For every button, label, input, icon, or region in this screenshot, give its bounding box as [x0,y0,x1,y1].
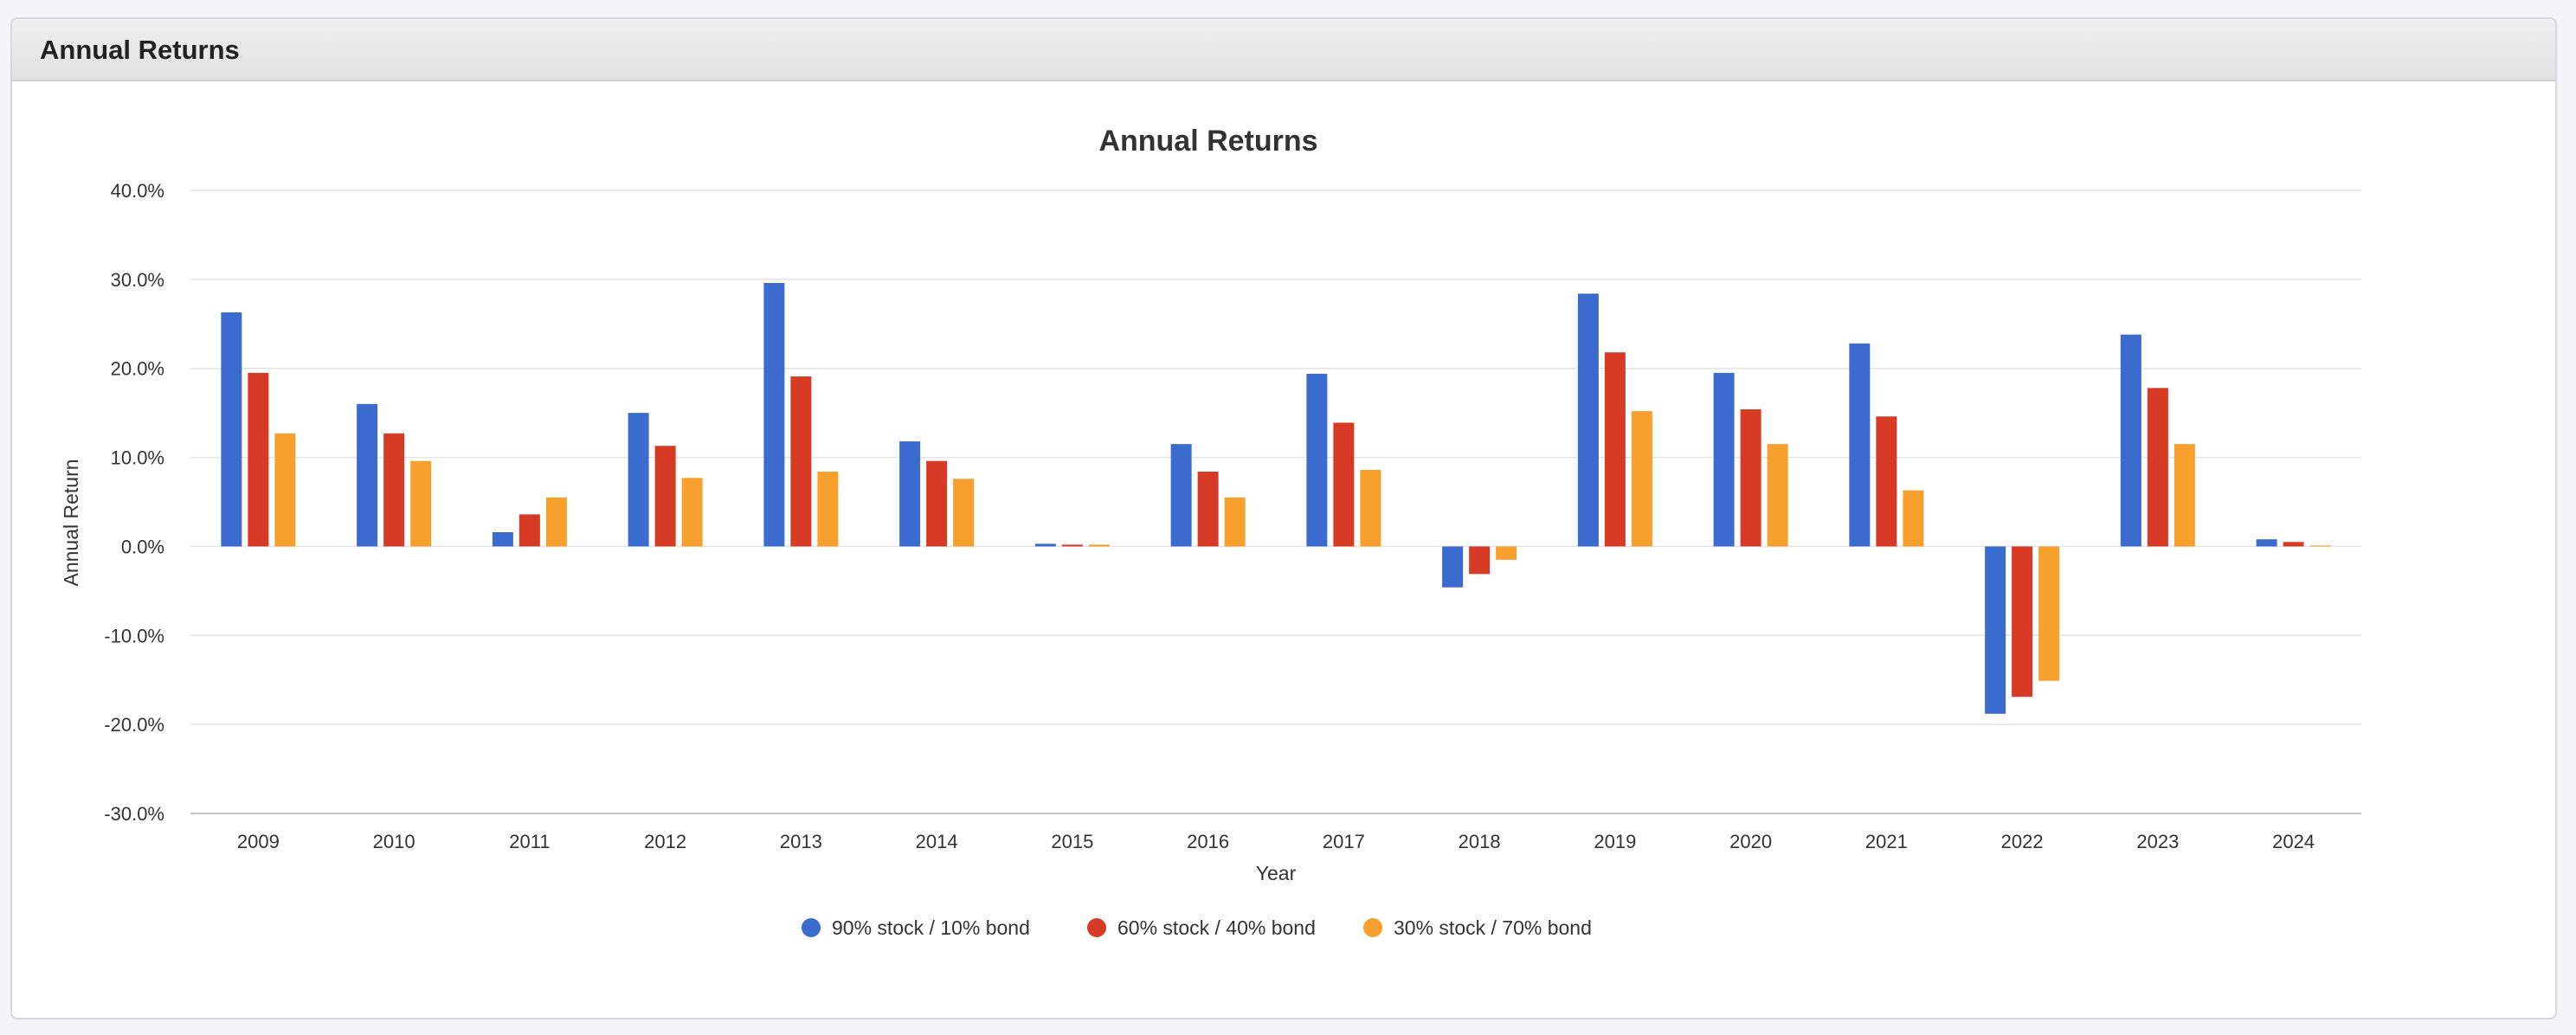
bar [1197,472,1219,547]
y-tick-label: 10.0% [111,447,164,469]
x-tick-label: 2013 [780,831,822,852]
bar [2120,334,2141,547]
x-tick-label: 2022 [2001,831,2044,852]
bar [1496,546,1517,560]
bar [1088,544,1110,547]
x-tick-label: 2018 [1459,831,1501,852]
bar [1849,343,1871,547]
bar [1713,372,1735,547]
bar [2012,546,2033,698]
legend-swatch [802,918,821,937]
bar [899,441,921,547]
bar [383,433,405,547]
legend-label: 30% stock / 70% bond [1394,916,1592,939]
bar [518,514,540,547]
bar [1306,373,1328,547]
legend-label: 60% stock / 40% bond [1117,916,1316,939]
bar [2256,539,2277,547]
bar [410,460,432,547]
bar [1740,409,1761,547]
bar [2147,388,2168,547]
bar [2174,444,2195,547]
bar [1170,444,1192,547]
legend-item: 30% stock / 70% bond [1363,916,1592,939]
x-tick-label: 2012 [644,831,686,852]
panel-header: Annual Returns [12,19,2555,81]
bar [1985,546,2006,714]
x-tick-label: 2015 [1051,831,1093,852]
panel-title: Annual Returns [40,35,240,65]
y-tick-label: 30.0% [111,269,164,291]
bar [763,282,785,547]
bar [1604,352,1626,547]
annual-returns-panel: Annual Returns Annual Returns 40.0% 30.0%… [10,17,2557,1019]
y-tick-label: -10.0% [104,625,164,646]
x-tick-label: 2011 [509,831,550,852]
bar [1034,543,1056,547]
legend-swatch [1087,918,1106,937]
bar [817,472,839,547]
y-tick-label: -20.0% [104,714,164,736]
y-tick-label: 20.0% [111,358,164,380]
x-tick-label: 2023 [2136,831,2179,852]
x-tick-label: 2021 [1865,831,1908,852]
gridlines [190,190,2361,814]
x-tick-label: 2020 [1729,831,1772,852]
y-tick-label: -30.0% [104,803,164,825]
bar [1061,544,1083,547]
x-axis-label: Year [1256,862,1297,884]
bar [1360,469,1381,547]
bar [926,460,948,547]
y-axis-ticks: 40.0% 30.0% 20.0% 10.0% 0.0% -10.0% -20.0% -30.… [104,180,164,825]
bar [953,479,975,547]
bar [248,372,269,547]
bar [1577,293,1599,547]
legend-item: 60% stock / 40% bond [1087,916,1316,939]
y-axis-label: Annual Return [60,459,82,586]
bar [1224,497,1246,547]
bar [1631,411,1652,547]
x-tick-label: 2009 [237,831,280,852]
x-axis-ticks: 2009 2010 2011 2012 2013 2014 2015 2016 2017 2018… [237,831,2315,852]
bar [1767,444,1788,547]
bar [628,413,649,547]
x-tick-label: 2016 [1187,831,1229,852]
legend-item: 90% stock / 10% bond [802,916,1030,939]
bar [681,478,703,547]
bar [2038,546,2060,681]
bar [274,433,296,547]
bar [1903,490,1924,547]
x-tick-label: 2014 [916,831,958,852]
annual-returns-chart: Annual Returns 40.0% 30.0% 20.0% 10.0% 0.0% -… [60,125,2361,939]
bar [1469,546,1491,575]
bar [1333,422,1355,547]
x-tick-label: 2024 [2272,831,2315,852]
x-tick-label: 2010 [373,831,415,852]
bar [2283,542,2304,547]
bar [1876,416,1897,547]
y-tick-label: 40.0% [111,180,164,202]
bar [654,446,676,547]
legend-label: 90% stock / 10% bond [832,916,1030,939]
bar [221,312,242,547]
bar [2309,545,2331,547]
chart-title: Annual Returns [1098,125,1317,158]
legend-swatch [1363,918,1382,937]
bar [545,497,567,547]
bar [492,531,513,547]
x-tick-label: 2019 [1594,831,1636,852]
x-tick-label: 2017 [1323,831,1365,852]
bars [221,282,2331,714]
bar [1442,546,1464,588]
bar [790,376,812,547]
bar [357,403,378,547]
y-tick-label: 0.0% [121,536,164,557]
legend: 90% stock / 10% bond 60% stock / 40% bond… [802,916,1592,939]
